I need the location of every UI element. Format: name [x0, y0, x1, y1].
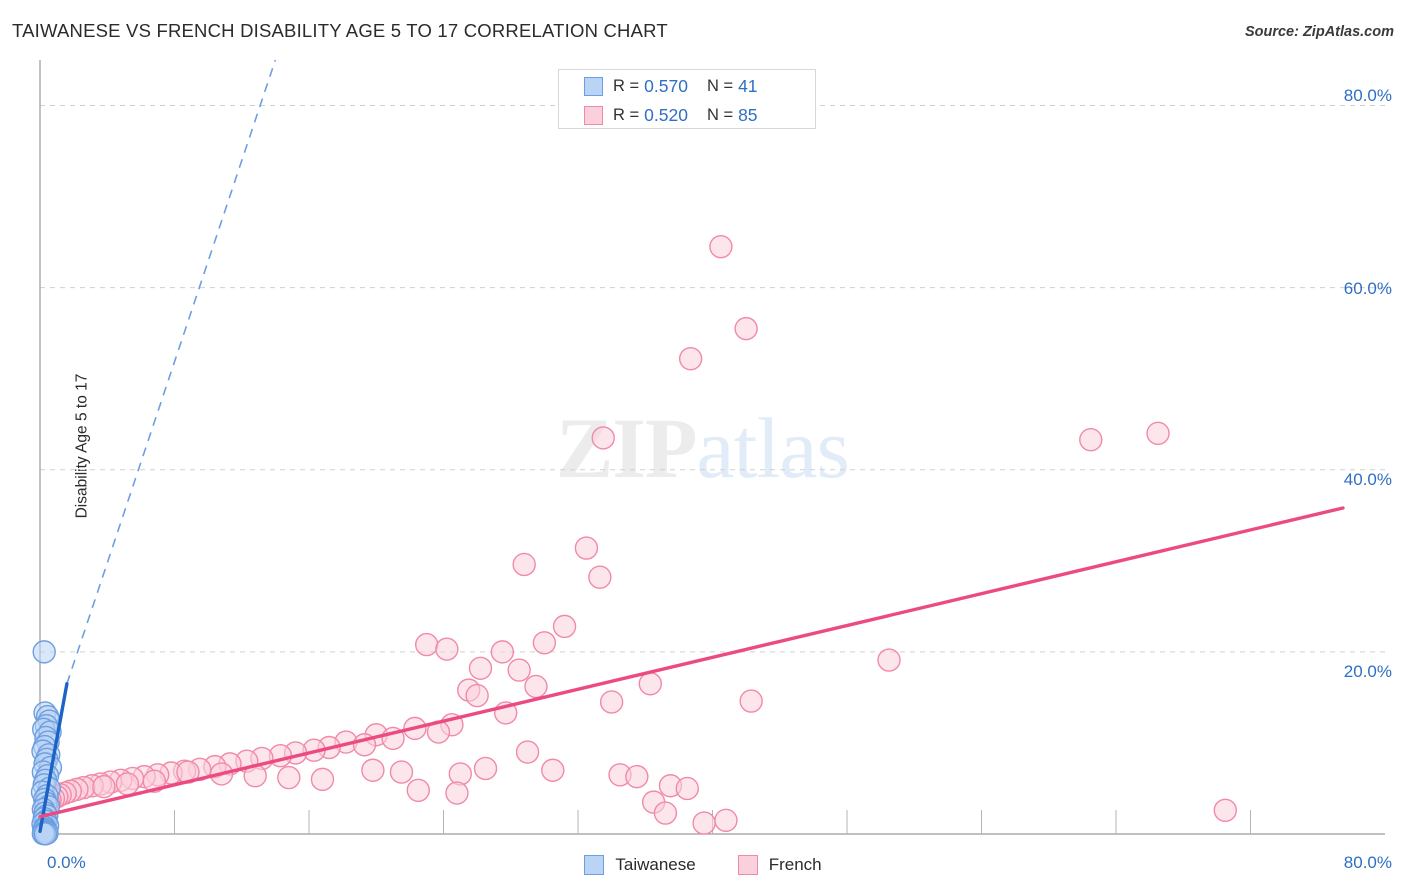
y-tick-label-60: 60.0%	[1343, 279, 1392, 298]
x-tick-label-80: 80.0%	[1343, 853, 1392, 872]
swatch-taiwanese-icon	[584, 76, 603, 96]
y-tick-label-80: 80.0%	[1343, 86, 1392, 105]
data-point	[277, 765, 301, 790]
x-tick-label-0: 0.0%	[47, 853, 86, 872]
data-point	[532, 631, 557, 655]
data-point	[877, 648, 901, 672]
r-label-french: R =	[613, 105, 640, 124]
data-point	[574, 536, 599, 560]
data-point	[33, 822, 58, 846]
r-value-french: 0.520	[644, 104, 688, 125]
data-point	[599, 690, 624, 714]
data-point	[638, 672, 662, 696]
data-point	[739, 689, 763, 713]
data-point	[448, 762, 473, 786]
r-label-taiwanese: R =	[613, 76, 640, 95]
data-point	[588, 565, 612, 589]
stats-legend-row-french: R = 0.520 N = 85	[559, 100, 815, 130]
legend-swatch-french-icon	[737, 855, 758, 875]
stats-legend: R = 0.570 N = 41 R = 0.520 N = 85	[558, 69, 816, 129]
data-point	[1213, 798, 1237, 823]
data-point	[524, 674, 548, 699]
data-point	[1146, 421, 1170, 446]
data-point	[406, 778, 430, 802]
data-point	[414, 632, 439, 657]
series-legend: Taiwanese French	[0, 850, 1406, 880]
data-point	[310, 767, 335, 792]
data-point	[32, 640, 56, 664]
page-title: TAIWANESE VS FRENCH DISABILITY AGE 5 TO …	[12, 20, 668, 41]
data-point	[473, 756, 498, 781]
data-point	[541, 758, 565, 782]
data-point	[435, 637, 459, 661]
trend-line-extension-taiwanese	[66, 59, 277, 685]
data-point	[465, 683, 489, 708]
data-point	[709, 234, 733, 259]
data-point	[512, 552, 536, 577]
data-point	[692, 811, 716, 835]
data-point	[92, 774, 116, 799]
data-point	[507, 658, 531, 682]
data-point	[1079, 428, 1103, 452]
data-point	[678, 346, 703, 371]
legend-label-french: French	[768, 855, 822, 874]
data-point	[115, 772, 140, 796]
stats-legend-row-taiwanese: R = 0.570 N = 41	[559, 71, 815, 101]
data-point	[675, 776, 699, 801]
trend-line-taiwanese	[38, 682, 69, 833]
data-point	[734, 316, 758, 341]
data-point	[445, 781, 469, 805]
y-tick-label-20: 20.0%	[1343, 662, 1392, 681]
n-value-french: 85	[738, 104, 758, 125]
data-point	[515, 740, 540, 764]
data-point	[490, 640, 515, 664]
legend-label-taiwanese: Taiwanese	[615, 855, 696, 874]
n-label-french: N =	[706, 105, 734, 124]
data-point	[653, 801, 678, 825]
source-attribution: Source: ZipAtlas.com	[1244, 24, 1394, 40]
data-point	[361, 758, 385, 782]
data-point	[389, 760, 414, 784]
legend-item-taiwanese[interactable]: Taiwanese	[584, 855, 696, 875]
n-label-taiwanese: N =	[706, 76, 734, 95]
legend-item-french[interactable]: French	[737, 855, 822, 875]
series-french	[33, 234, 1237, 835]
data-point	[468, 656, 493, 680]
data-point	[625, 764, 649, 789]
data-point	[714, 808, 738, 833]
r-value-taiwanese: 0.570	[644, 75, 688, 96]
n-value-taiwanese: 41	[738, 75, 758, 96]
swatch-french-icon	[584, 105, 603, 125]
legend-swatch-taiwanese-icon	[584, 855, 605, 875]
y-tick-label-40: 40.0%	[1343, 470, 1392, 489]
data-point	[552, 614, 577, 639]
data-point	[591, 426, 615, 450]
trend-line-french	[38, 506, 1345, 819]
